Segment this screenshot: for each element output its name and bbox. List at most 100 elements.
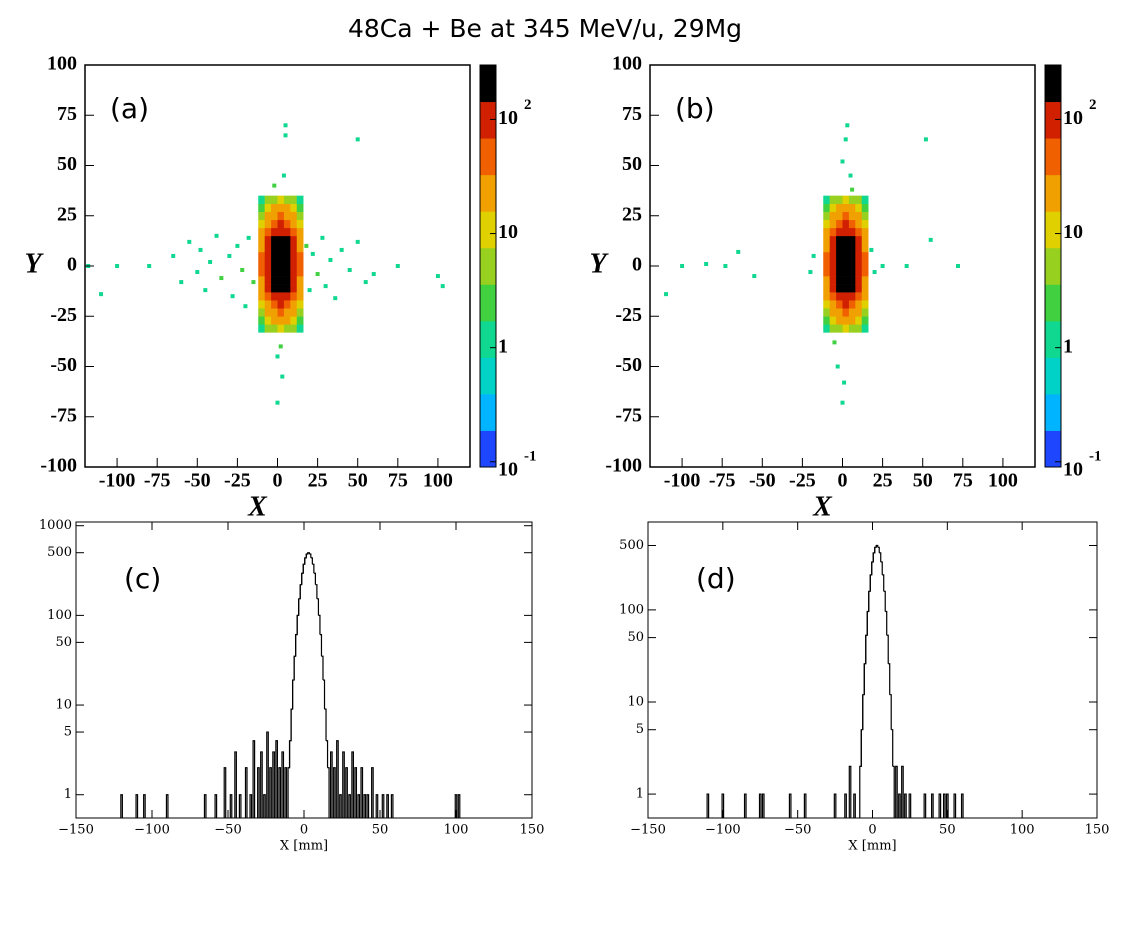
y-tick-label: 10: [627, 694, 644, 709]
heat-point: [115, 264, 120, 268]
histogram-bin: [942, 793, 946, 818]
heat-point: [328, 257, 333, 262]
heat-cell: [848, 259, 856, 269]
heat-point: [811, 253, 816, 258]
heat-cell: [836, 292, 843, 301]
x-tick-label: 150: [1085, 823, 1110, 838]
heat-point: [304, 243, 309, 248]
heat-cell: [258, 300, 265, 309]
heat-cell: [836, 227, 843, 237]
heat-cell: [264, 195, 272, 204]
x-tick-label: 25: [308, 470, 328, 492]
colorbar-segment: [1045, 430, 1061, 468]
y-tick-label: 50: [622, 153, 642, 175]
histogram-bin: [263, 794, 266, 818]
heat-cell: [823, 195, 830, 204]
colorbar-tick-label: 10: [1063, 107, 1083, 129]
histogram-bin: [321, 655, 324, 681]
heat-cell: [842, 316, 850, 325]
figure-title: 48Ca + Be at 345 MeV/u, 29Mg: [348, 14, 742, 43]
histogram-bin: [312, 563, 315, 574]
histogram-bin: [953, 793, 957, 818]
heat-cell: [290, 316, 298, 325]
histogram-bin: [375, 794, 379, 818]
histogram-bin: [457, 794, 461, 818]
heat-cell: [277, 235, 285, 245]
heat-cell: [861, 284, 869, 293]
histogram-bin: [351, 751, 354, 818]
heat-cell: [848, 227, 856, 237]
heat-cell: [264, 211, 272, 221]
heat-cell: [258, 235, 265, 245]
heat-point: [230, 294, 235, 299]
heat-point: [203, 288, 208, 293]
heat-cell: [836, 259, 843, 269]
colorbar-frame: [1044, 64, 1062, 468]
histogram-bin: [875, 544, 879, 548]
heat-point: [283, 133, 288, 138]
heat-cell: [823, 268, 830, 277]
heat-cell: [836, 203, 843, 213]
heat-cell: [271, 268, 278, 277]
heat-cell: [861, 195, 869, 204]
heat-cell: [848, 195, 856, 204]
histogram-bin: [272, 751, 275, 818]
heat-cell: [836, 308, 843, 317]
heat-cell: [264, 251, 272, 261]
heat-point: [243, 304, 248, 309]
x-axis-title: X [mm]: [280, 839, 328, 854]
x-tick-label: -100: [664, 470, 701, 492]
colorbar-segment: [480, 430, 496, 468]
heat-cell: [855, 203, 863, 213]
colorbar-tick-label: 10: [498, 459, 518, 481]
heat-cell: [271, 324, 278, 333]
x-tick-label: -50: [184, 470, 211, 492]
colorbar-segment: [480, 138, 496, 176]
heat-cell: [290, 251, 298, 261]
histogram-bin: [908, 793, 912, 818]
heat-cell: [271, 203, 278, 213]
colorbar-tick-exponent: 2: [524, 97, 532, 113]
colorbar-tick-label: 1: [498, 335, 508, 357]
x-tick-label: 0: [300, 823, 308, 838]
x-tick-label: 0: [838, 470, 848, 492]
x-tick-label: 50: [348, 470, 368, 492]
heat-cell: [296, 324, 304, 333]
x-tick-label: -50: [749, 470, 776, 492]
heat-cell: [283, 235, 291, 245]
heat-cell: [283, 308, 291, 317]
x-tick-label: 100: [423, 470, 453, 492]
panel-label: (c): [124, 562, 161, 595]
histogram-bin: [904, 793, 907, 818]
heat-cell: [829, 308, 837, 317]
heat-cell: [283, 219, 291, 229]
heat-cell: [861, 219, 869, 229]
heat-cell: [290, 276, 298, 285]
heat-point: [323, 284, 328, 289]
histogram-bin: [252, 740, 256, 818]
colorbar-segment: [1045, 320, 1061, 358]
heat-point: [723, 264, 728, 268]
histogram-bin: [266, 731, 269, 818]
heat-cell: [271, 276, 278, 285]
heat-cell: [855, 219, 863, 229]
x-tick-label: 0: [273, 470, 283, 492]
x-tick-label: -75: [144, 470, 171, 492]
heat-cell: [283, 227, 291, 237]
heat-cell: [264, 268, 272, 277]
y-tick-label: 50: [55, 635, 72, 650]
heat-cell: [848, 284, 856, 293]
heat-cell: [264, 300, 272, 309]
heat-cell: [829, 300, 837, 309]
colorbar-tick-label: 10: [498, 107, 518, 129]
heat-point: [214, 233, 219, 238]
heat-cell: [264, 235, 272, 245]
x-tick-label: −100: [705, 823, 741, 838]
heat-cell: [277, 268, 285, 277]
heat-cell: [283, 268, 291, 277]
heat-point: [246, 235, 251, 240]
heat-point: [240, 268, 245, 273]
colorbar-tick-exponent: 2: [1089, 97, 1097, 113]
histogram-bin: [269, 767, 272, 818]
